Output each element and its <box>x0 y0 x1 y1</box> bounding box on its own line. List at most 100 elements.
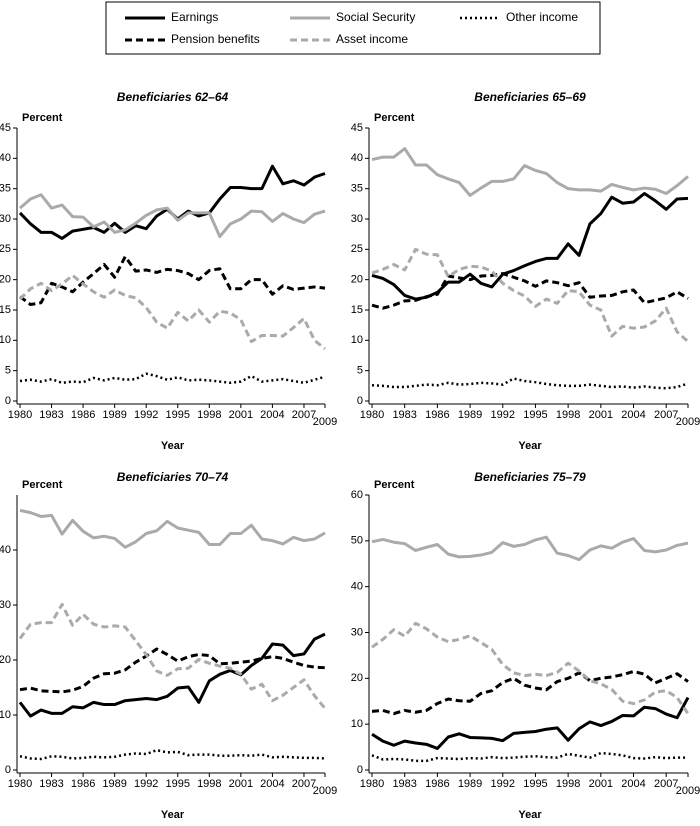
legend-label: Pension benefits <box>171 32 260 46</box>
chart-title: Beneficiaries 62–64 <box>117 90 229 104</box>
series-line <box>371 535 689 562</box>
series-line <box>18 164 326 240</box>
y-tick-label: 5 <box>357 365 363 377</box>
y-tick-label: 0 <box>357 395 363 407</box>
series-line <box>18 632 326 718</box>
y-tick-label: 35 <box>0 183 11 195</box>
x-tick-label: 2004 <box>621 778 645 790</box>
legend-label: Earnings <box>171 10 218 24</box>
y-tick-label: 30 <box>0 599 11 611</box>
series-line <box>18 602 327 710</box>
x-tick-label: 1995 <box>166 409 190 421</box>
y-tick-label: 0 <box>5 764 11 776</box>
x-tick-label: 2009 <box>313 416 337 428</box>
legend-label: Other income <box>506 10 578 24</box>
x-tick-label: 1992 <box>134 409 158 421</box>
legend-box <box>105 1 601 55</box>
y-tick-label: 30 <box>351 213 363 225</box>
x-tick-label: 2007 <box>292 778 316 790</box>
y-tick-label: 20 <box>351 672 363 684</box>
y-tick-label: 0 <box>5 395 11 407</box>
x-tick-label: 2007 <box>654 409 678 421</box>
x-axis-label: Year <box>518 809 542 821</box>
x-tick-label: 1992 <box>491 409 515 421</box>
y-tick-label: 45 <box>0 122 11 134</box>
y-tick-label: 10 <box>351 718 363 730</box>
x-tick-label: 1989 <box>102 778 126 790</box>
x-tick-label: 1998 <box>197 778 221 790</box>
series-line <box>19 193 326 239</box>
y-tick-label: 35 <box>351 183 363 195</box>
series-line <box>371 621 690 715</box>
series-line <box>19 372 326 385</box>
x-axis-label: Year <box>518 440 542 452</box>
y-tick-label: 15 <box>0 304 11 316</box>
x-tick-label: 2004 <box>260 409 284 421</box>
x-tick-label: 1992 <box>134 778 158 790</box>
x-tick-label: 1986 <box>71 778 95 790</box>
chart-title: Beneficiaries 70–74 <box>117 470 229 484</box>
y-tick-label: 10 <box>351 334 363 346</box>
y-tick-label: 60 <box>351 489 363 501</box>
legend-label: Social Security <box>336 10 415 24</box>
y-tick-label: 15 <box>351 304 363 316</box>
series-line <box>371 147 689 197</box>
y-tick-label: 40 <box>351 152 363 164</box>
x-tick-label: 2009 <box>313 785 337 797</box>
y-tick-label: 30 <box>351 626 363 638</box>
x-tick-label: 1986 <box>425 778 449 790</box>
x-tick-label: 2009 <box>676 416 700 428</box>
x-tick-label: 1992 <box>491 778 515 790</box>
y-axis-label: Percent <box>374 479 415 491</box>
series-line <box>371 669 689 716</box>
x-tick-label: 1980 <box>8 409 32 421</box>
x-tick-label: 1998 <box>556 409 580 421</box>
series-line <box>371 377 689 390</box>
x-tick-label: 1983 <box>39 409 63 421</box>
x-tick-label: 1983 <box>392 778 416 790</box>
x-tick-label: 1998 <box>197 409 221 421</box>
x-tick-label: 1983 <box>392 409 416 421</box>
x-axis-label: Year <box>161 440 185 452</box>
chart-title: Beneficiaries 75–79 <box>474 470 586 484</box>
x-tick-label: 2001 <box>589 778 613 790</box>
x-tick-label: 1980 <box>360 409 384 421</box>
x-tick-label: 2007 <box>654 778 678 790</box>
x-tick-label: 1983 <box>39 778 63 790</box>
x-axis-label: Year <box>161 809 185 821</box>
series-line <box>19 508 326 549</box>
y-axis-label: Percent <box>22 112 63 124</box>
series-line <box>19 255 326 307</box>
x-tick-label: 1986 <box>425 409 449 421</box>
series-line <box>371 696 690 750</box>
series-line <box>371 272 689 310</box>
y-tick-label: 10 <box>0 709 11 721</box>
x-tick-label: 1989 <box>458 778 482 790</box>
x-tick-label: 1980 <box>8 778 32 790</box>
x-tick-label: 1986 <box>71 409 95 421</box>
series-line <box>19 748 326 761</box>
series-line <box>19 647 326 694</box>
x-tick-label: 2004 <box>621 409 645 421</box>
y-tick-label: 25 <box>0 243 11 255</box>
x-tick-label: 1998 <box>556 778 580 790</box>
series-line <box>18 273 326 350</box>
y-tick-label: 40 <box>0 544 11 556</box>
legend-label: Asset income <box>336 32 408 46</box>
x-tick-label: 2007 <box>292 409 316 421</box>
y-tick-label: 20 <box>351 274 363 286</box>
x-tick-label: 2001 <box>229 778 253 790</box>
y-axis-label: Percent <box>374 112 415 124</box>
y-tick-label: 10 <box>0 334 11 346</box>
y-tick-label: 5 <box>5 365 11 377</box>
x-tick-label: 1995 <box>166 778 190 790</box>
y-axis-label: Percent <box>22 479 63 491</box>
x-tick-label: 1995 <box>523 409 547 421</box>
y-tick-label: 40 <box>0 152 11 164</box>
x-tick-label: 1980 <box>360 778 384 790</box>
series-line <box>371 192 689 301</box>
x-tick-label: 2004 <box>260 778 284 790</box>
x-tick-label: 2001 <box>589 409 613 421</box>
